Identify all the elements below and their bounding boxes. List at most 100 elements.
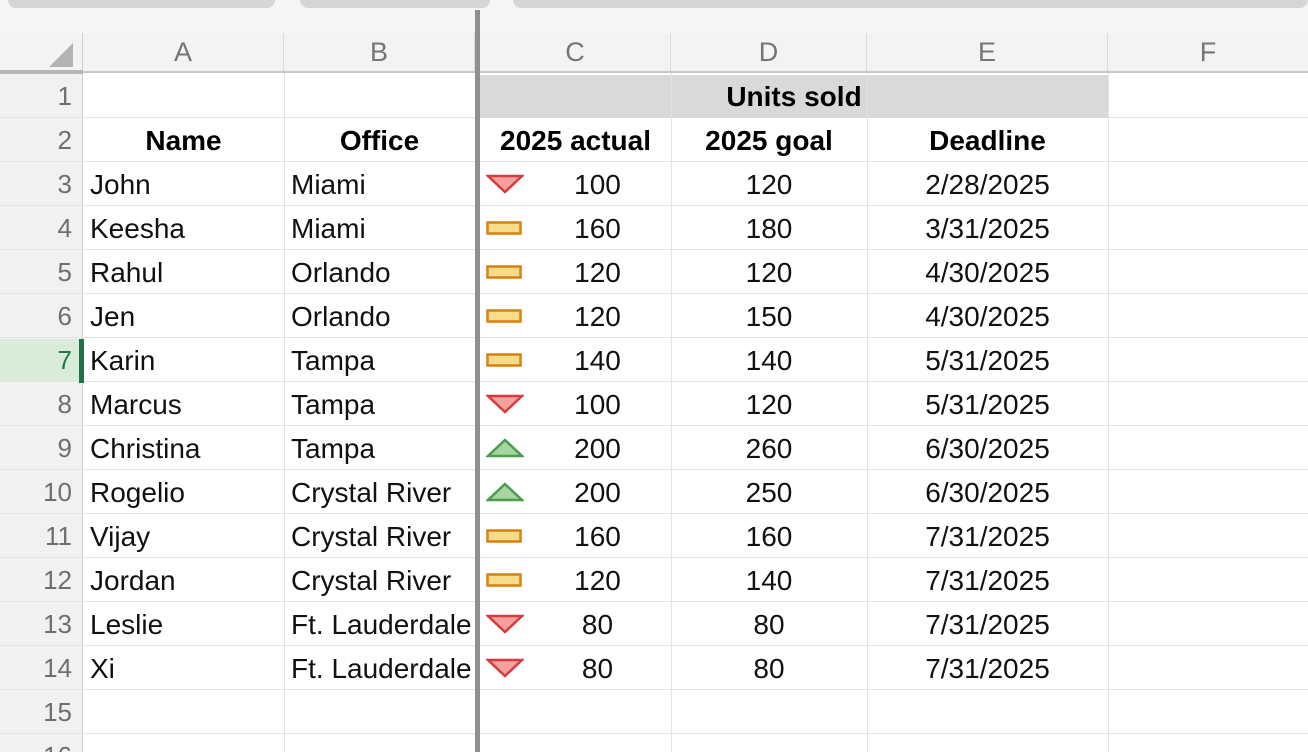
row-header-4[interactable]: 4 (0, 207, 83, 250)
cell-C2[interactable]: 2025 actual (500, 125, 651, 156)
column-header-A[interactable]: A (83, 33, 284, 72)
cell-D6[interactable]: 150 (745, 301, 793, 332)
cell-E9[interactable]: 6/30/2025 (925, 433, 1050, 464)
row-header-1[interactable]: 1 (0, 75, 83, 118)
cell-C1-merged-units-sold[interactable]: Units sold (480, 75, 1108, 118)
cell-B2[interactable]: Office (339, 125, 420, 156)
browser-tab-remnant[interactable] (513, 0, 1308, 8)
cell-D8[interactable]: 120 (745, 389, 793, 420)
cell-A11[interactable]: Vijay (90, 521, 151, 552)
cell-D9[interactable]: 260 (745, 433, 793, 464)
cell-D4[interactable]: 180 (745, 213, 793, 244)
cell-A8[interactable]: Marcus (90, 389, 182, 420)
cell-D3[interactable]: 120 (745, 169, 793, 200)
cell-E14[interactable]: 7/31/2025 (925, 653, 1050, 684)
cell-E6[interactable]: 4/30/2025 (925, 301, 1050, 332)
cell-A12[interactable]: Jordan (90, 565, 176, 596)
cell-D10[interactable]: 250 (745, 477, 793, 508)
cell-A14[interactable]: Xi (90, 653, 115, 684)
cell-C5-value: 120 (574, 257, 621, 288)
cell-C9[interactable]: 200 (480, 427, 671, 470)
browser-tab-remnant[interactable] (8, 0, 275, 8)
cell-E5[interactable]: 4/30/2025 (925, 257, 1050, 288)
column-header-B[interactable]: B (284, 33, 475, 72)
row-header-14[interactable]: 14 (0, 647, 83, 690)
row-header-12[interactable]: 12 (0, 559, 83, 602)
row-header-13[interactable]: 13 (0, 603, 83, 646)
cell-B12[interactable]: Crystal River (291, 565, 452, 596)
cell-C14[interactable]: 80 (480, 647, 671, 690)
cell-B10[interactable]: Crystal River (291, 477, 452, 508)
cell-A4[interactable]: Keesha (90, 213, 185, 244)
cell-C11[interactable]: 160 (480, 515, 671, 558)
cell-D14[interactable]: 80 (753, 653, 785, 684)
row-header-2[interactable]: 2 (0, 119, 83, 162)
cell-C3[interactable]: 100 (480, 163, 671, 206)
row-header-9[interactable]: 9 (0, 427, 83, 470)
cell-A3[interactable]: John (90, 169, 151, 200)
cell-A7[interactable]: Karin (90, 345, 156, 376)
cell-C13[interactable]: 80 (480, 603, 671, 646)
column-header-D[interactable]: D (671, 33, 867, 72)
row-header-6[interactable]: 6 (0, 295, 83, 338)
cell-C11-value: 160 (574, 521, 621, 552)
row-header-5[interactable]: 5 (0, 251, 83, 294)
cell-C7[interactable]: 140 (480, 339, 671, 382)
cell-A6[interactable]: Jen (90, 301, 136, 332)
cell-E7[interactable]: 5/31/2025 (925, 345, 1050, 376)
cell-E10[interactable]: 6/30/2025 (925, 477, 1050, 508)
row-header-8[interactable]: 8 (0, 383, 83, 426)
column-header-E[interactable]: E (867, 33, 1108, 72)
row-header-10[interactable]: 10 (0, 471, 83, 514)
cell-A5[interactable]: Rahul (90, 257, 164, 288)
cell-B11[interactable]: Crystal River (291, 521, 452, 552)
cell-C6[interactable]: 120 (480, 295, 671, 338)
cell-E11[interactable]: 7/31/2025 (925, 521, 1050, 552)
cell-E8[interactable]: 5/31/2025 (925, 389, 1050, 420)
cell-E13[interactable]: 7/31/2025 (925, 609, 1050, 640)
cell-B7[interactable]: Tampa (291, 345, 376, 376)
sheet-row-6: Jen Orlando 120 150 4/30/2025 (83, 295, 1308, 338)
corner-bottom-border (0, 70, 83, 74)
frozen-pane-divider[interactable] (475, 10, 480, 752)
cell-E2[interactable]: Deadline (929, 125, 1046, 156)
cell-E12[interactable]: 7/31/2025 (925, 565, 1050, 596)
cell-D12[interactable]: 140 (745, 565, 793, 596)
browser-tab-remnant[interactable] (300, 0, 490, 8)
column-header-C[interactable]: C (480, 33, 671, 72)
cell-D7[interactable]: 140 (745, 345, 793, 376)
row-header-16[interactable]: 16 (0, 735, 83, 752)
column-header-F[interactable]: F (1199, 37, 1217, 67)
cell-C10[interactable]: 200 (480, 471, 671, 514)
cell-D13[interactable]: 80 (753, 609, 785, 640)
cell-A10[interactable]: Rogelio (90, 477, 185, 508)
sheet-row-9: Christina Tampa 200 260 6/30/2025 (83, 427, 1308, 470)
cell-E3[interactable]: 2/28/2025 (925, 169, 1050, 200)
cell-B8[interactable]: Tampa (291, 389, 376, 420)
row-header-3[interactable]: 3 (0, 163, 83, 206)
row-header-7-selected[interactable]: 7 (0, 339, 84, 383)
cell-B4[interactable]: Miami (291, 213, 366, 244)
row-header-11[interactable]: 11 (0, 515, 83, 558)
cell-B3[interactable]: Miami (291, 169, 366, 200)
cell-A2[interactable]: Name (145, 125, 222, 156)
select-all-corner[interactable] (0, 33, 83, 72)
cell-D5[interactable]: 120 (745, 257, 793, 288)
cell-C5[interactable]: 120 (480, 251, 671, 294)
cell-D2[interactable]: 2025 goal (705, 125, 833, 156)
cell-B6[interactable]: Orlando (291, 301, 391, 332)
cell-C8[interactable]: 100 (480, 383, 671, 426)
cell-D11[interactable]: 160 (745, 521, 793, 552)
cell-B5[interactable]: Orlando (291, 257, 391, 288)
cell-A13[interactable]: Leslie (90, 609, 164, 640)
cell-B13[interactable]: Ft. Lauderdale (291, 609, 472, 640)
cell-A9[interactable]: Christina (90, 433, 201, 464)
cell-B14[interactable]: Ft. Lauderdale (291, 653, 472, 684)
cell-E4[interactable]: 3/31/2025 (925, 213, 1050, 244)
cell-C4[interactable]: 160 (480, 207, 671, 250)
cell-B9[interactable]: Tampa (291, 433, 376, 464)
row-header-15[interactable]: 15 (0, 691, 83, 734)
trend-up-icon (486, 438, 524, 458)
cell-C12[interactable]: 120 (480, 559, 671, 602)
